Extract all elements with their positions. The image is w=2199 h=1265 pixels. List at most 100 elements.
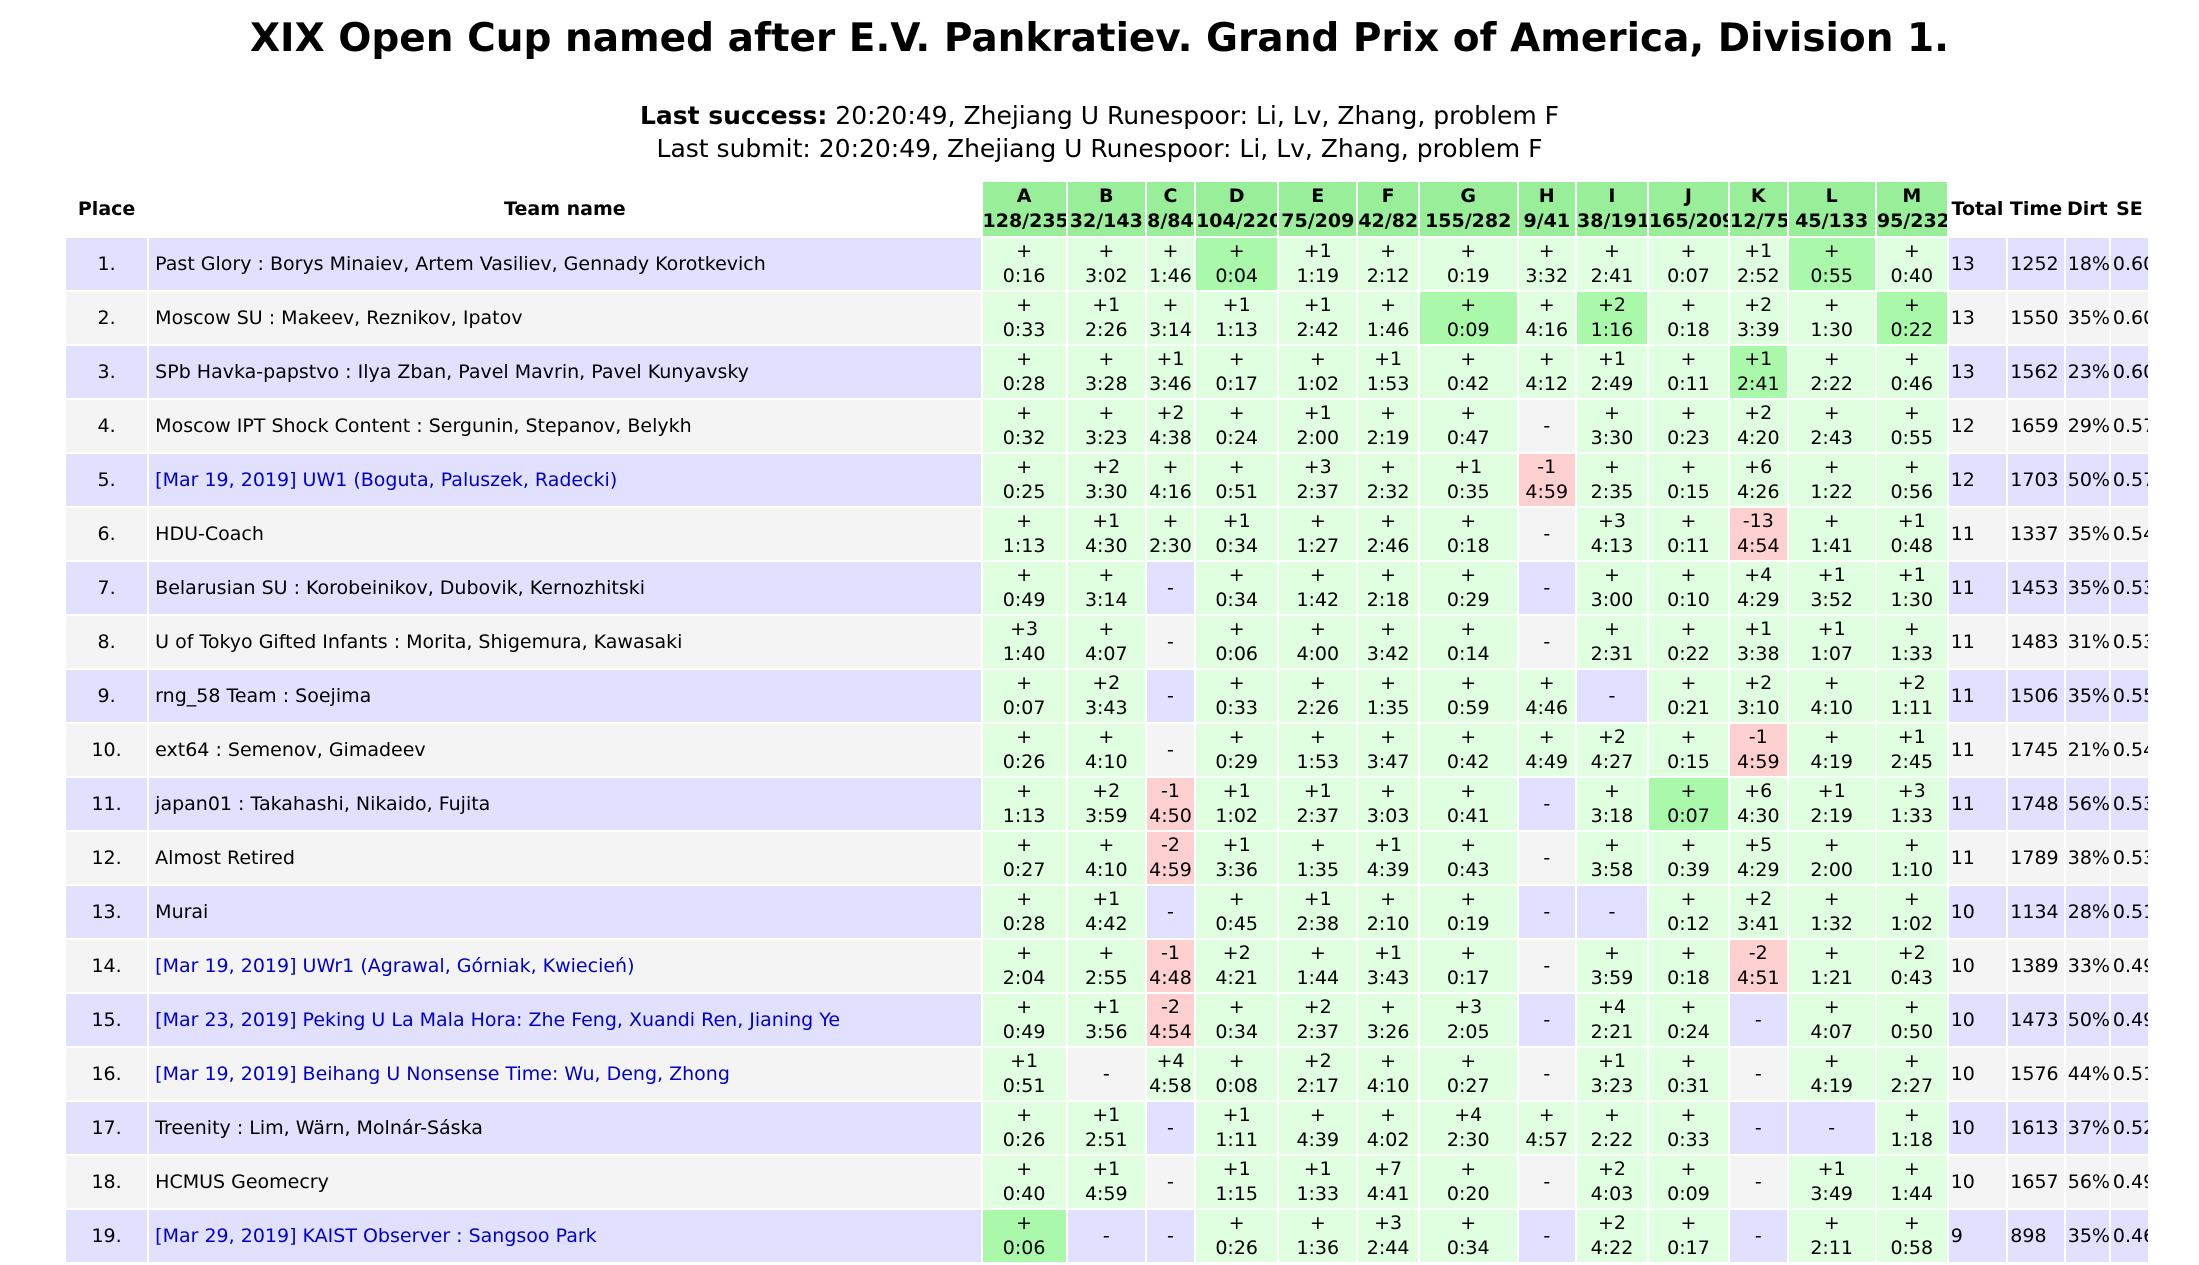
problem-f-result: +2:32 [1358, 454, 1418, 506]
submit-time: 4:29 [1736, 859, 1780, 881]
problem-l-result: +1:41 [1788, 508, 1875, 560]
submit-time: 0:51 [1215, 481, 1258, 503]
submit-time: 0:09 [1667, 1183, 1710, 1205]
place-cell: 8. [66, 616, 148, 668]
team-link[interactable]: [Mar 29, 2019] KAIST Observer : Sangsoo … [149, 1210, 981, 1262]
problem-e-header[interactable]: E 75/209 [1279, 182, 1357, 236]
attempts-mark: + [1228, 402, 1245, 424]
problem-letter: I [1608, 185, 1616, 207]
problem-i-result: +3:00 [1577, 562, 1647, 614]
problem-e-result: +4:39 [1279, 1102, 1357, 1154]
problem-d-result: +1 1:11 [1196, 1102, 1278, 1154]
problem-a-result: +0:16 [982, 238, 1066, 290]
attempts-mark: + [1460, 780, 1477, 802]
problem-h-result: +4:12 [1518, 346, 1576, 398]
problem-h-header[interactable]: H 9/41 [1518, 182, 1576, 236]
attempts-mark: +2 [1303, 1050, 1332, 1072]
submit-time: 0:22 [1667, 643, 1710, 665]
team-link[interactable]: [Mar 19, 2019] UWr1 (Agrawal, Górniak, K… [149, 940, 981, 992]
place-cell: 1. [66, 238, 148, 290]
team-name: rng_58 Team : Soejima [149, 670, 981, 722]
total-solved: 10 [1948, 1102, 2007, 1154]
not-solved-mark: - [1754, 1062, 1762, 1085]
problem-m-result: +2:27 [1876, 1048, 1947, 1100]
penalty-time: 1657 [2008, 1156, 2064, 1208]
problem-f-result: +4:02 [1358, 1102, 1418, 1154]
standings-table: Place Team name A 128/235 B 32/143 C 8/84 D… [64, 180, 2150, 1264]
submit-time: 0:29 [1215, 751, 1258, 773]
submit-time: 1:44 [1890, 1183, 1934, 1205]
problem-i-result: +3:18 [1577, 778, 1647, 830]
submit-time: 1:11 [1215, 1129, 1258, 1151]
attempts-mark: + [1228, 888, 1245, 910]
attempts-mark: + [1823, 672, 1840, 694]
team-link[interactable]: [Mar 23, 2019] Peking U La Mala Hora: Zh… [149, 994, 981, 1046]
submit-time: 4:10 [1810, 697, 1854, 719]
problem-a-result: +0:26 [982, 1102, 1066, 1154]
standings-row: 12. Almost Retired +0:27 +4:10 -2 4:59 +1 3:36 +… [66, 832, 2148, 884]
problem-d-header[interactable]: D 104/220 [1196, 182, 1278, 236]
submit-time: 2:52 [1736, 265, 1780, 287]
problem-a-result: +0:06 [982, 1210, 1066, 1262]
submit-time: 2:27 [1890, 1075, 1934, 1097]
total-solved: 13 [1948, 346, 2007, 398]
submit-time: 0:29 [1446, 589, 1490, 611]
problem-l-result: +1 3:52 [1788, 562, 1875, 614]
submit-time: 4:59 [1149, 859, 1192, 881]
submit-time: 3:18 [1590, 805, 1634, 827]
attempts-mark: + [1016, 1104, 1033, 1126]
total-solved: 11 [1948, 562, 2007, 614]
attempts-mark: + [1228, 240, 1245, 262]
team-link[interactable]: [Mar 19, 2019] Beihang U Nonsense Time: … [149, 1048, 981, 1100]
attempts-mark: +1 [1817, 1158, 1846, 1180]
submit-time: 0:04 [1215, 265, 1258, 287]
problem-l-result: +2:11 [1788, 1210, 1875, 1262]
problem-c-result: +4:16 [1146, 454, 1195, 506]
standings-row: 1. Past Glory : Borys Minaiev, Artem Vasi… [66, 238, 2148, 290]
submit-time: 4:10 [1084, 859, 1128, 881]
submit-time: 4:19 [1810, 1075, 1854, 1097]
attempts-mark: + [1903, 1104, 1920, 1126]
not-solved-mark: - [1543, 630, 1551, 653]
problem-c-header[interactable]: C 8/84 [1146, 182, 1195, 236]
problem-b-result: +1 4:42 [1067, 886, 1145, 938]
problem-b-result: +3:23 [1067, 400, 1145, 452]
attempts-mark: +1 [1092, 1158, 1121, 1180]
problem-j-result: +0:15 [1648, 724, 1729, 776]
problem-stats: 8/84 [1147, 210, 1194, 232]
total-solved: 11 [1948, 778, 2007, 830]
problem-a-result: +0:26 [982, 724, 1066, 776]
attempts-mark: + [1309, 510, 1326, 532]
problem-j-header[interactable]: J 165/209 [1648, 182, 1729, 236]
problem-k-header[interactable]: K 12/75 [1730, 182, 1787, 236]
problem-g-result: +3 2:05 [1419, 994, 1517, 1046]
team-link[interactable]: [Mar 19, 2019] UW1 (Boguta, Paluszek, Ra… [149, 454, 981, 506]
problem-l-header[interactable]: L 45/133 [1788, 182, 1875, 236]
problem-j-result: +0:18 [1648, 292, 1729, 344]
submit-time: 0:21 [1667, 697, 1710, 719]
dirt-percent: 56% [2065, 778, 2109, 830]
problem-h-result: - [1518, 886, 1576, 938]
problem-i-header[interactable]: I 38/191 [1577, 182, 1647, 236]
problem-d-result: +0:34 [1196, 994, 1278, 1046]
problem-b-header[interactable]: B 32/143 [1067, 182, 1145, 236]
submit-time: 1:22 [1810, 481, 1854, 503]
submit-time: 4:59 [1084, 1183, 1128, 1205]
attempts-mark: +1 [1222, 780, 1251, 802]
attempts-mark: + [1680, 1104, 1697, 1126]
problem-m-header[interactable]: M 95/232 [1876, 182, 1947, 236]
submit-time: 2:12 [1366, 265, 1410, 287]
attempts-mark: + [1162, 456, 1179, 478]
problem-g-header[interactable]: G 155/282 [1419, 182, 1517, 236]
problem-g-result: +0:14 [1419, 616, 1517, 668]
problem-a-result: +1:13 [982, 778, 1066, 830]
submit-time: 1:21 [1810, 967, 1854, 989]
problem-f-header[interactable]: F 42/82 [1358, 182, 1418, 236]
attempts-mark: + [1460, 834, 1477, 856]
submit-time: 1:19 [1296, 265, 1340, 287]
attempts-mark: + [1823, 402, 1840, 424]
problem-a-header[interactable]: A 128/235 [982, 182, 1066, 236]
attempts-mark: +3 [1374, 1212, 1403, 1234]
attempts-mark: +6 [1744, 456, 1773, 478]
attempts-mark: + [1903, 996, 1920, 1018]
